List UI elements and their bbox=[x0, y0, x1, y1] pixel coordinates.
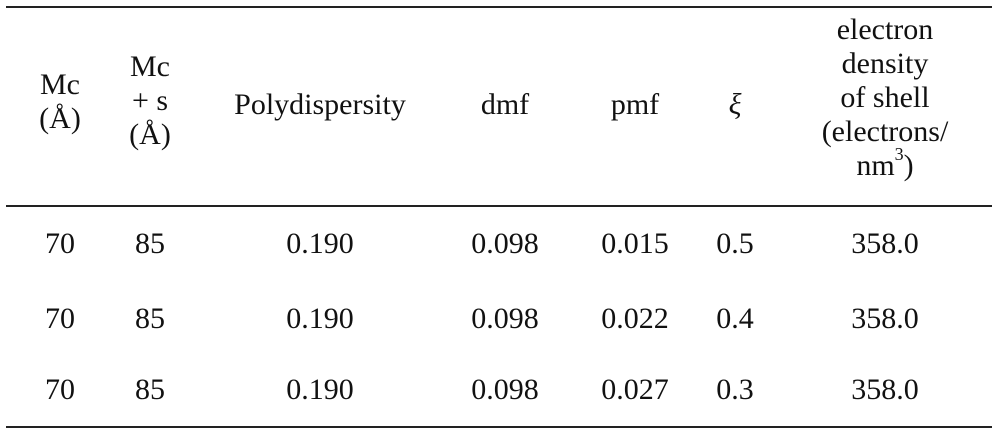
cell-dmf: 0.098 bbox=[471, 227, 539, 260]
cell-pmf: 0.015 bbox=[601, 227, 669, 260]
cell-xi: 0.3 bbox=[716, 373, 754, 406]
cell-electron-density: 358.0 bbox=[851, 373, 919, 406]
cell-polydispersity: 0.190 bbox=[286, 373, 354, 406]
header-ed-unit: nm bbox=[856, 149, 895, 182]
header-ed-line1: electron bbox=[836, 13, 934, 46]
cell-xi: 0.4 bbox=[716, 302, 754, 335]
cell-mc: 70 bbox=[45, 227, 75, 260]
header-pmf: pmf bbox=[610, 88, 660, 121]
header-mcs-line2: + s bbox=[131, 84, 169, 117]
top-rule bbox=[6, 6, 992, 8]
header-mcs-line3: (Å) bbox=[129, 118, 171, 151]
cell-polydispersity: 0.190 bbox=[286, 227, 354, 260]
cell-mcs: 85 bbox=[135, 302, 165, 335]
header-electron-density: electron density of shell (electrons/ nm… bbox=[785, 13, 985, 183]
header-xi: ξ bbox=[728, 88, 742, 121]
cell-mc: 70 bbox=[45, 302, 75, 335]
header-mc: Mc (Å) bbox=[20, 68, 100, 136]
cell-dmf: 0.098 bbox=[471, 302, 539, 335]
header-dmf: dmf bbox=[480, 88, 530, 121]
cell-mcs: 85 bbox=[135, 227, 165, 260]
header-rule bbox=[6, 205, 992, 207]
cell-mcs: 85 bbox=[135, 373, 165, 406]
cell-electron-density: 358.0 bbox=[851, 302, 919, 335]
header-ed-line2: density bbox=[841, 47, 929, 80]
header-ed-line5: nm3) bbox=[785, 145, 985, 183]
header-ed-close: ) bbox=[903, 149, 914, 182]
header-mc-plus-s: Mc + s (Å) bbox=[110, 50, 190, 152]
cell-pmf: 0.022 bbox=[601, 302, 669, 335]
cell-mc: 70 bbox=[45, 373, 75, 406]
header-mcs-line1: Mc bbox=[130, 50, 170, 83]
cell-xi: 0.5 bbox=[716, 227, 754, 260]
header-ed-line4: (electrons/ bbox=[821, 115, 949, 148]
bottom-rule bbox=[6, 426, 992, 428]
cell-pmf: 0.027 bbox=[601, 373, 669, 406]
header-mc-line2: (Å) bbox=[39, 102, 81, 135]
cell-electron-density: 358.0 bbox=[851, 227, 919, 260]
cell-polydispersity: 0.190 bbox=[286, 302, 354, 335]
header-mc-line1: Mc bbox=[40, 68, 80, 101]
header-ed-exponent: 3 bbox=[894, 144, 904, 164]
header-polydispersity: Polydispersity bbox=[234, 88, 406, 121]
header-ed-line3: of shell bbox=[840, 81, 930, 114]
cell-dmf: 0.098 bbox=[471, 373, 539, 406]
